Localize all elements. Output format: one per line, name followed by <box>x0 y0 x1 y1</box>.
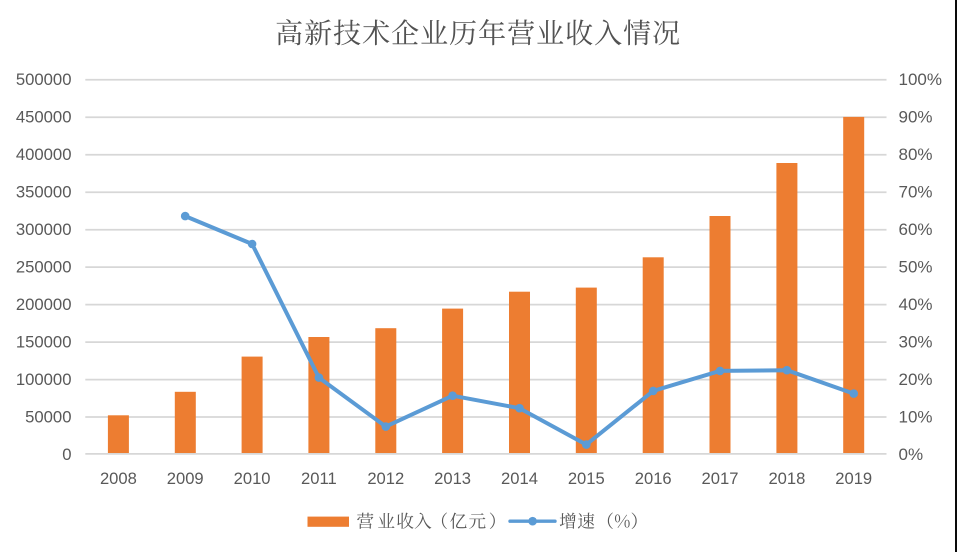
svg-text:2009: 2009 <box>167 469 204 488</box>
svg-text:0%: 0% <box>899 445 924 464</box>
svg-text:2012: 2012 <box>367 469 404 488</box>
svg-text:40%: 40% <box>899 295 933 314</box>
svg-text:0: 0 <box>62 445 71 464</box>
svg-text:2011: 2011 <box>301 469 337 488</box>
svg-text:500000: 500000 <box>16 70 72 89</box>
svg-text:80%: 80% <box>899 145 933 164</box>
svg-text:70%: 70% <box>899 183 933 202</box>
svg-text:2019: 2019 <box>835 469 872 488</box>
svg-text:30%: 30% <box>899 333 933 352</box>
svg-text:2010: 2010 <box>234 469 271 488</box>
svg-text:2013: 2013 <box>434 469 471 488</box>
svg-text:400000: 400000 <box>16 145 72 164</box>
svg-text:50%: 50% <box>899 258 933 277</box>
svg-text:2015: 2015 <box>568 469 605 488</box>
svg-text:150000: 150000 <box>16 333 72 352</box>
svg-text:100%: 100% <box>899 70 942 89</box>
svg-text:20%: 20% <box>899 370 933 389</box>
svg-text:90%: 90% <box>899 108 933 127</box>
svg-text:2017: 2017 <box>702 469 739 488</box>
svg-text:450000: 450000 <box>16 108 72 127</box>
svg-text:10%: 10% <box>899 407 933 426</box>
svg-text:60%: 60% <box>899 220 933 239</box>
svg-text:2008: 2008 <box>100 469 137 488</box>
svg-text:50000: 50000 <box>25 407 71 426</box>
svg-text:300000: 300000 <box>16 220 72 239</box>
svg-text:200000: 200000 <box>16 295 72 314</box>
svg-text:2016: 2016 <box>635 469 672 488</box>
svg-text:350000: 350000 <box>16 183 72 202</box>
svg-text:100000: 100000 <box>16 370 72 389</box>
svg-text:2018: 2018 <box>768 469 805 488</box>
svg-text:2014: 2014 <box>501 469 538 488</box>
svg-text:250000: 250000 <box>16 258 72 277</box>
